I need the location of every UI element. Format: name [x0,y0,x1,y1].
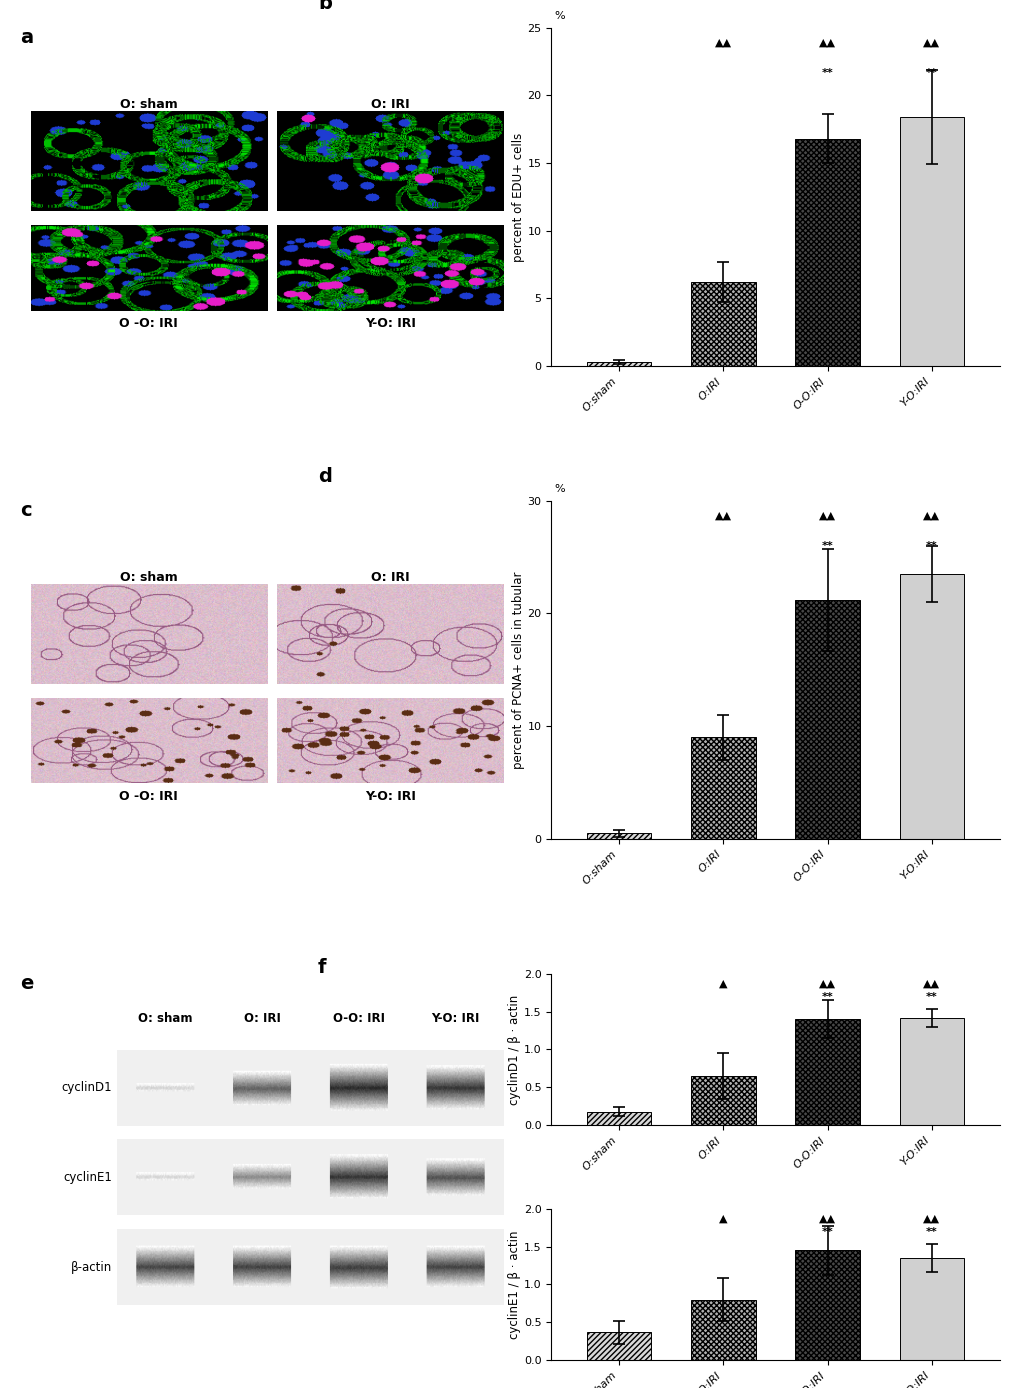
Text: **: ** [925,68,936,78]
Bar [690,737,755,838]
Text: Y-O: IRI: Y-O: IRI [365,318,416,330]
Bar [586,833,651,838]
Title: O: sham: O: sham [120,570,177,584]
Text: **: ** [821,541,833,551]
Text: cyclinD1: cyclinD1 [61,1081,112,1094]
Text: e: e [20,973,34,992]
Y-axis label: percent of EDU+ cells: percent of EDU+ cells [512,132,524,261]
Title: O: IRI: O: IRI [371,99,410,111]
Text: **: ** [821,992,833,1002]
Text: a: a [20,28,34,47]
Text: ▲▲: ▲▲ [818,1213,836,1223]
Text: O: IRI: O: IRI [244,1012,280,1026]
Title: O: IRI: O: IRI [371,570,410,584]
Bar [690,1076,755,1126]
Text: ▲▲: ▲▲ [714,37,731,49]
Y-axis label: cyclinD1 / β · actin: cyclinD1 / β · actin [507,994,521,1105]
Text: β-actin: β-actin [71,1260,112,1274]
Text: g: g [318,1194,331,1213]
Text: ▲▲: ▲▲ [818,511,836,520]
Text: %: % [554,11,565,21]
Text: O-O: IRI: O-O: IRI [332,1012,384,1026]
Y-axis label: cyclinE1 / β · actin: cyclinE1 / β · actin [507,1230,521,1338]
Bar [899,1258,963,1360]
Text: O -O: IRI: O -O: IRI [119,318,178,330]
Text: ▲▲: ▲▲ [922,511,940,520]
Bar [795,1251,859,1360]
Bar [586,1112,651,1126]
Text: ▲▲: ▲▲ [714,511,731,520]
Bar [899,117,963,366]
Text: O: sham: O: sham [139,1012,193,1026]
Text: %: % [554,484,565,494]
Y-axis label: percent of PCNA+ cells in tubular: percent of PCNA+ cells in tubular [512,570,524,769]
Text: c: c [20,501,32,519]
Text: d: d [318,466,331,486]
Text: Y-O: IRI: Y-O: IRI [365,790,416,804]
Text: ▲▲: ▲▲ [922,1213,940,1223]
Bar [690,282,755,366]
Text: ▲▲: ▲▲ [818,37,836,49]
Text: **: ** [925,992,936,1002]
Bar [795,1019,859,1126]
Bar [586,362,651,366]
Text: ▲: ▲ [718,979,727,988]
Text: O -O: IRI: O -O: IRI [119,790,178,804]
Bar [795,600,859,838]
Text: f: f [318,959,326,977]
Text: **: ** [821,68,833,78]
Text: b: b [318,0,331,12]
Text: ▲▲: ▲▲ [922,37,940,49]
Text: ▲▲: ▲▲ [922,979,940,988]
Title: O: sham: O: sham [120,99,177,111]
Text: ▲▲: ▲▲ [818,979,836,988]
Bar [899,575,963,838]
Text: ▲: ▲ [718,1213,727,1223]
Text: **: ** [821,1227,833,1237]
Text: **: ** [925,541,936,551]
Bar [899,1017,963,1126]
Text: cyclinE1: cyclinE1 [63,1171,112,1184]
Bar [690,1299,755,1360]
Bar [795,139,859,366]
Bar [586,1332,651,1360]
Text: Y-O: IRI: Y-O: IRI [430,1012,479,1026]
Text: **: ** [925,1227,936,1237]
